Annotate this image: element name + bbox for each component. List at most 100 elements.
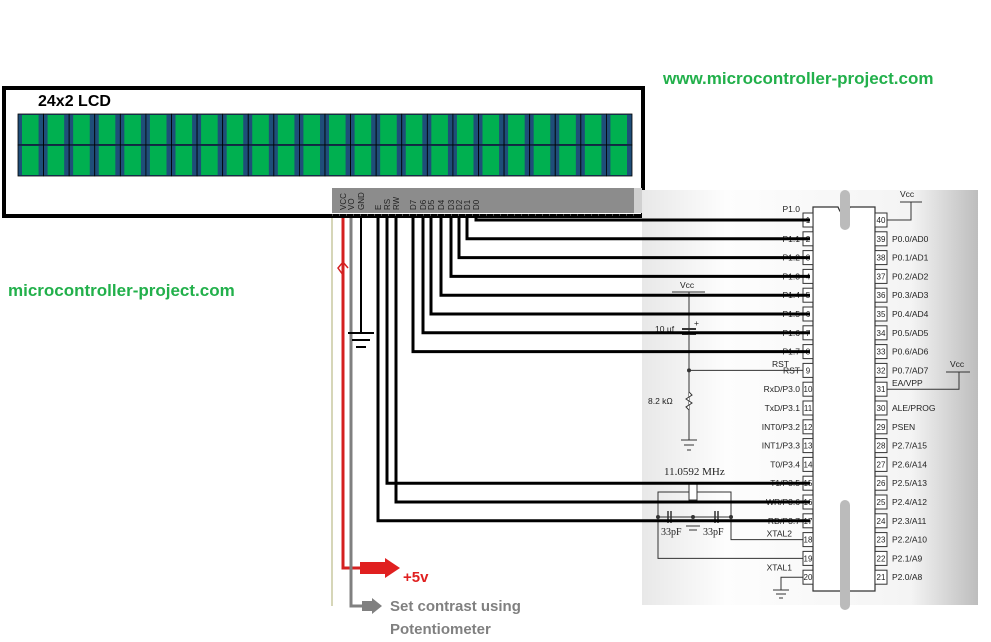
- lcd-title: 24x2 LCD: [38, 93, 111, 110]
- lcd-cell: [452, 113, 479, 146]
- pin-label-28: P2.7/A15: [892, 441, 927, 451]
- lcd-cell-pixel: [508, 115, 525, 144]
- pin-number: 10: [804, 385, 813, 394]
- lcd-cell-pixel: [149, 146, 167, 175]
- lcd-cell-pixel: [584, 115, 602, 144]
- lcd-cell: [452, 144, 479, 177]
- lcd-cell-pixel: [405, 115, 423, 144]
- vcc-wire-40: [887, 201, 922, 221]
- pin-number: 40: [877, 216, 886, 225]
- lcd-cell: [68, 144, 96, 177]
- pin-label-25: P2.4/A12: [892, 497, 927, 507]
- lcd-cell: [350, 113, 377, 146]
- lcd-cell: [94, 144, 121, 177]
- pin-label-23: P2.2/A10: [892, 535, 927, 545]
- pin-number: 24: [877, 517, 886, 526]
- data-wire-p1-1: [465, 218, 810, 241]
- pin-label-13: INT1/P3.3: [762, 441, 801, 451]
- lcd-cell: [426, 113, 454, 146]
- pin-label-37: P0.2/AD2: [892, 271, 929, 281]
- lcd-cell-pixel: [584, 146, 602, 175]
- pin-box-27: [874, 456, 888, 472]
- pin-label-10: RxD/P3.0: [764, 384, 801, 394]
- pin-label-27: P2.6/A14: [892, 459, 927, 469]
- pin-number: 39: [877, 235, 886, 244]
- lcd-cell-pixel: [610, 146, 627, 175]
- data-wire-p1-2: [457, 218, 810, 260]
- pin-box-39: [874, 231, 888, 247]
- supply-arrow-icon: [360, 558, 400, 578]
- lcd-cell-pixel: [610, 115, 627, 144]
- pin-box-35: [874, 306, 888, 322]
- lcd-cell-pixel: [456, 115, 474, 144]
- pin-number: 20: [804, 573, 813, 582]
- contrast-label-2: Potentiometer: [390, 621, 491, 638]
- lcd-cell: [375, 144, 403, 177]
- vcc-wire: [341, 218, 360, 570]
- lcd-cell: [554, 144, 582, 177]
- lcd-cell: [478, 144, 505, 177]
- lcd-cell-pixel: [533, 115, 551, 144]
- pin-label-21: P2.0/A8: [892, 572, 923, 582]
- pin-box-14: [802, 456, 814, 472]
- lcd-cell-pixel: [201, 115, 218, 144]
- lcd-cell: [375, 113, 403, 146]
- pin-number: 22: [877, 554, 886, 563]
- lcd-cell: [324, 113, 351, 146]
- pin-number: 32: [877, 366, 886, 375]
- lcd-cell-pixel: [482, 115, 500, 144]
- pin-label-22: P2.1/A9: [892, 553, 923, 563]
- lcd-cell: [503, 113, 531, 146]
- lcd-cell: [580, 113, 607, 146]
- data-wire-p1-5: [429, 218, 810, 316]
- data-wire-p1-0: [474, 218, 810, 222]
- crystal-cap-label: 33pF: [661, 527, 682, 538]
- lcd-cell: [554, 113, 582, 146]
- lcd-cell-pixel: [226, 146, 244, 175]
- supply-label: +5v: [403, 569, 429, 586]
- lcd-cell-pixel: [175, 115, 193, 144]
- control-wire-p3-15: [394, 218, 810, 504]
- pin-box-24: [874, 513, 888, 529]
- pin-box-10: [802, 381, 814, 397]
- lcd-cell-pixel: [354, 146, 372, 175]
- lcd-cell: [247, 144, 275, 177]
- lcd-cell-pixel: [226, 115, 244, 144]
- pin-label-31: EA/VPP: [892, 378, 923, 388]
- lcd-ground-icon: [348, 218, 374, 348]
- resistor-label: 8.2 kΩ: [648, 396, 673, 406]
- pin20-wire: [780, 576, 803, 590]
- pin-label-38: P0.1/AD1: [892, 253, 929, 263]
- lcd-cell-pixel: [456, 146, 474, 175]
- pin-label-36: P0.3/AD3: [892, 290, 929, 300]
- lcd-cell-pixel: [559, 115, 576, 144]
- pin-box-38: [874, 250, 888, 266]
- lcd-cell: [606, 144, 633, 177]
- lcd-pin-d7: D7: [409, 199, 418, 210]
- crystal-label: 11.0592 MHz: [664, 466, 725, 478]
- lcd-cell-pixel: [380, 115, 397, 144]
- pin-number: 13: [804, 442, 813, 451]
- lcd-cell-pixel: [277, 115, 295, 144]
- pin-label-14: T0/P3.4: [770, 459, 800, 469]
- pin-box-25: [874, 494, 888, 510]
- lcd-cell: [350, 144, 377, 177]
- data-wire-p1-4: [439, 218, 810, 297]
- lcd-pin-d2: D2: [455, 199, 464, 210]
- control-wire-p3-14: [385, 218, 810, 485]
- lcd-cell: [68, 113, 96, 146]
- lcd-cell: [145, 144, 172, 177]
- pin-box-37: [874, 268, 888, 284]
- lcd-cell: [43, 144, 70, 177]
- lcd-cell-pixel: [559, 146, 576, 175]
- lcd-cell: [606, 113, 633, 146]
- lcd-cell-pixel: [329, 146, 346, 175]
- lcd-cell-pixel: [354, 115, 372, 144]
- xtal1-wire: [657, 491, 803, 559]
- lcd-cell: [196, 113, 224, 146]
- chip-shadow: [840, 190, 850, 230]
- lcd-cell: [273, 144, 300, 177]
- pin-box-34: [874, 325, 888, 341]
- lcd-cell-pixel: [98, 115, 116, 144]
- lcd-pin-gnd: GND: [357, 192, 366, 210]
